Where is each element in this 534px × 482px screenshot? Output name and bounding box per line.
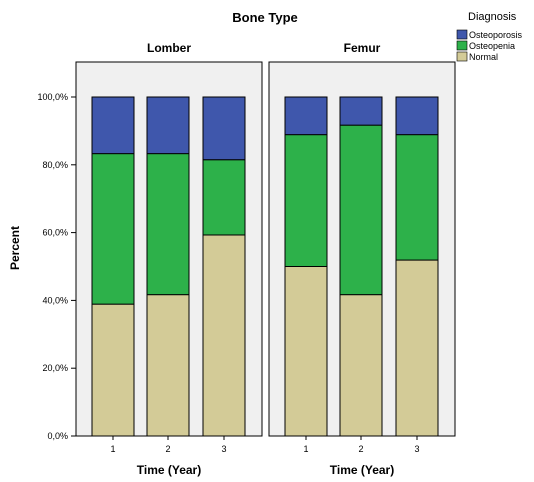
legend-swatch-normal: [456, 51, 468, 62]
bar-segment-osteoporosis: [395, 96, 439, 136]
bar-segment-normal: [91, 303, 135, 437]
legend-label-osteopenia: Osteopenia: [469, 41, 515, 51]
y-tick-label: 0,0%: [47, 431, 68, 441]
bar-segment-osteopenia: [146, 153, 190, 296]
x-tick-label: 2: [358, 444, 363, 454]
bar-segment-normal: [146, 294, 190, 437]
x-tick-label: 1: [110, 444, 115, 454]
bar-segment-osteopenia: [91, 153, 135, 305]
chart-title: Bone Type: [232, 10, 298, 25]
bar-segment-osteoporosis: [339, 96, 383, 126]
legend-swatch-osteopenia: [456, 40, 468, 51]
x-tick-label: 3: [414, 444, 419, 454]
x-tick-label: 2: [165, 444, 170, 454]
y-axis: 0,0% 20,0% 40,0% 60,0% 80,0% 100,0%: [37, 92, 76, 441]
panel-title: Femur: [344, 41, 381, 55]
bar-segment-normal: [284, 266, 328, 437]
x-tick-label: 3: [221, 444, 226, 454]
y-axis-label: Percent: [8, 226, 22, 270]
x-axis-label: Time (Year): [330, 463, 394, 477]
x-tick-label: 1: [303, 444, 308, 454]
bar-segment-normal: [202, 234, 246, 437]
facet-panels: Lomber 1 2 3 Time (Year) Femur 1 2 3 Time (Year) 0…: [37, 41, 456, 477]
x-axis-label: Time (Year): [137, 463, 201, 477]
bar-segment-osteoporosis: [284, 96, 328, 136]
y-tick-label: 60,0%: [42, 228, 68, 238]
legend-label-normal: Normal: [469, 52, 498, 62]
legend-label-osteoporosis: Osteoporosis: [469, 30, 523, 40]
legend-title: Diagnosis: [468, 11, 517, 23]
bar-segment-osteoporosis: [146, 96, 190, 155]
legend-swatch-osteoporosis: [456, 29, 468, 40]
bar-segment-osteopenia: [395, 134, 439, 261]
bar-segment-osteoporosis: [91, 96, 135, 155]
panel-title: Lomber: [147, 41, 191, 55]
y-tick-label: 20,0%: [42, 363, 68, 373]
bar-segment-normal: [339, 294, 383, 437]
y-tick-label: 80,0%: [42, 160, 68, 170]
bar-segment-osteopenia: [339, 124, 383, 296]
y-tick-label: 100,0%: [37, 92, 68, 102]
panel-lomber: Lomber 1 2 3 Time (Year): [75, 41, 263, 477]
bar-segment-normal: [395, 259, 439, 437]
panel-femur: Femur 1 2 3 Time (Year): [268, 41, 456, 477]
bar-segment-osteoporosis: [202, 96, 246, 161]
y-tick-label: 40,0%: [42, 295, 68, 305]
bar-segment-osteopenia: [284, 134, 328, 267]
bar-segment-osteopenia: [202, 159, 246, 236]
